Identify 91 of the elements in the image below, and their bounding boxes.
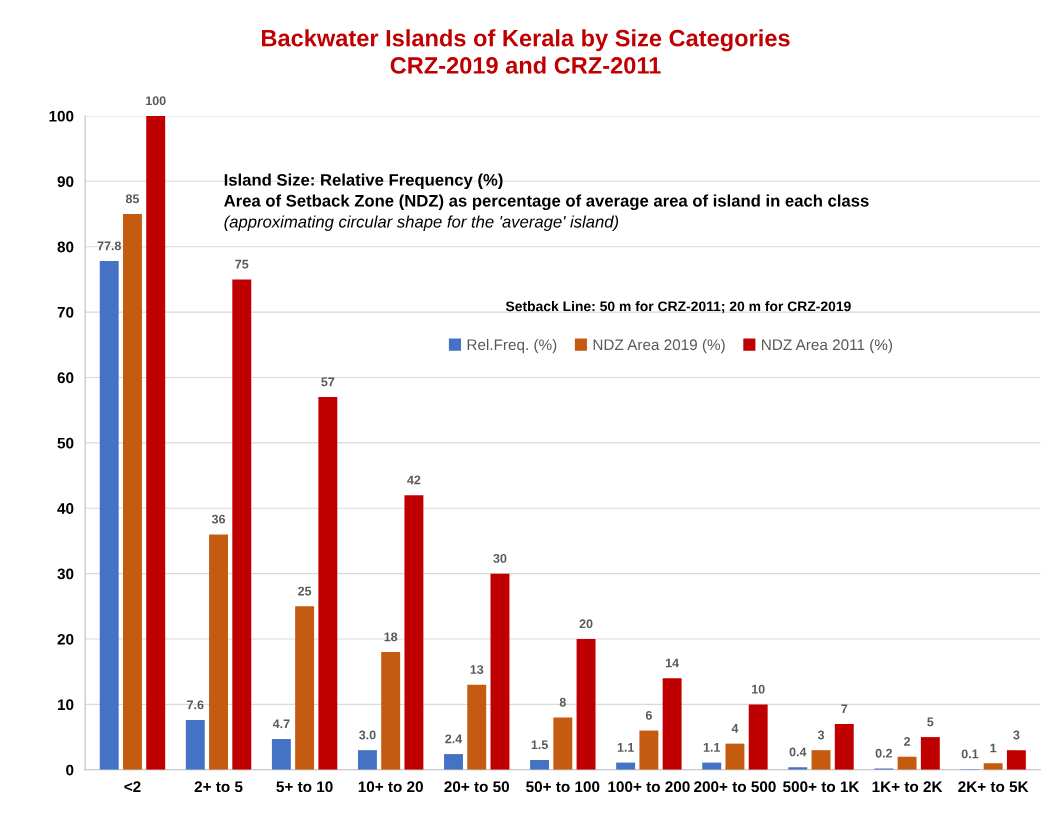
bar — [662, 678, 682, 770]
x-tick-label: 50+ to 100 — [526, 781, 600, 793]
x-tick-label: 5+ to 10 — [276, 781, 333, 793]
x-tick-label: 200+ to 500 — [694, 781, 776, 793]
data-label: 77.8 — [97, 241, 122, 251]
y-tick-label: 60 — [57, 372, 74, 384]
bar — [318, 397, 338, 770]
y-tick-label: 0 — [66, 764, 74, 776]
annotation: Setback Line: 50 m for CRZ-2011; 20 m for CRZ-2019 — [505, 301, 851, 314]
y-tick-label: 10 — [57, 699, 74, 711]
bar — [897, 756, 917, 770]
data-label: 1 — [990, 743, 997, 753]
x-tick-label: 2K+ to 5K — [958, 781, 1029, 793]
data-label: 7.6 — [187, 700, 204, 710]
bar — [553, 717, 573, 770]
y-tick-label: 20 — [57, 633, 74, 645]
bar — [530, 759, 550, 770]
bar — [983, 763, 1003, 770]
x-tick-label: 500+ to 1K — [783, 781, 860, 793]
bar — [467, 684, 487, 770]
data-label: 3 — [817, 730, 825, 740]
y-tick-label: 30 — [57, 568, 74, 580]
data-label: 1.1 — [703, 743, 721, 752]
data-label: 20 — [579, 619, 593, 629]
data-label: 75 — [235, 259, 249, 269]
y-tick-label: 50 — [57, 437, 74, 449]
bar — [99, 261, 119, 770]
y-tick-label: 100 — [49, 110, 74, 122]
data-label: 3.0 — [359, 730, 376, 740]
bar — [811, 750, 831, 770]
y-tick-label: 80 — [57, 241, 74, 253]
bar — [1006, 750, 1026, 770]
data-label: 18 — [384, 632, 398, 642]
data-label: 14 — [665, 658, 679, 668]
bar — [404, 495, 424, 770]
data-label: 100 — [146, 96, 166, 106]
data-label: 7 — [841, 704, 848, 714]
bar — [357, 750, 377, 770]
data-label: 10 — [752, 684, 765, 694]
legend-label: Rel.Freq. (%) — [467, 338, 557, 354]
data-label: 36 — [211, 514, 226, 524]
data-label: 1.5 — [531, 740, 548, 750]
data-label: 0.2 — [875, 748, 893, 758]
data-label: 30 — [493, 553, 507, 563]
legend-label: NDZ Area 2011 (%) — [762, 338, 893, 354]
y-tick-label: 40 — [57, 503, 74, 514]
bar — [185, 720, 205, 770]
bar — [271, 739, 291, 770]
x-tick-label: 2+ to 5 — [194, 781, 243, 793]
data-label: 0.1 — [961, 749, 979, 759]
legend-label: NDZ Area 2019 (%) — [593, 338, 725, 354]
data-label: 6 — [645, 710, 652, 720]
data-label: 5 — [927, 717, 934, 727]
bar — [123, 214, 142, 770]
bar — [834, 724, 854, 770]
x-tick-label: 100+ to 200 — [608, 781, 690, 793]
bar — [209, 534, 228, 770]
data-label: 1.1 — [617, 743, 634, 752]
data-label: 13 — [470, 665, 484, 674]
bar — [444, 754, 463, 770]
data-label: 0.4 — [789, 747, 807, 757]
annotation: Area of Setback Zone (NDZ) as percentage of average area of island in each class — [224, 194, 869, 211]
y-tick-label: 90 — [57, 176, 74, 187]
data-label: 3 — [1013, 730, 1020, 740]
data-label: 2 — [904, 737, 911, 746]
data-label: 42 — [407, 475, 421, 485]
data-label: 85 — [125, 194, 140, 204]
annotation: Island Size: Relative Frequency (%) — [224, 173, 503, 190]
bar — [381, 652, 401, 770]
data-label: 4.7 — [272, 719, 290, 729]
bar — [576, 639, 596, 770]
bar — [639, 730, 659, 770]
data-label: 4 — [731, 724, 739, 733]
bar — [920, 737, 940, 770]
bar — [490, 573, 510, 770]
bar — [232, 279, 252, 770]
data-label: 25 — [298, 586, 312, 596]
data-label: 57 — [321, 377, 335, 387]
bar — [146, 115, 166, 770]
data-label: 8 — [559, 697, 566, 707]
annotation: (approximating circular shape for the 'average' island) — [224, 215, 619, 231]
bar — [748, 704, 768, 770]
data-label: 2.4 — [445, 734, 463, 744]
bar — [725, 743, 745, 770]
y-tick-label: 70 — [57, 306, 74, 318]
chart-title: Backwater Islands of Kerala by Size Categories CRZ-2019 and CRZ-2011 — [262, 29, 790, 74]
x-tick-label: 10+ to 20 — [358, 781, 423, 793]
x-tick-label: 1K+ to 2K — [872, 781, 943, 793]
bar — [295, 606, 315, 770]
x-tick-label: 20+ to 50 — [444, 781, 510, 793]
x-tick-label: <2 — [124, 781, 141, 792]
